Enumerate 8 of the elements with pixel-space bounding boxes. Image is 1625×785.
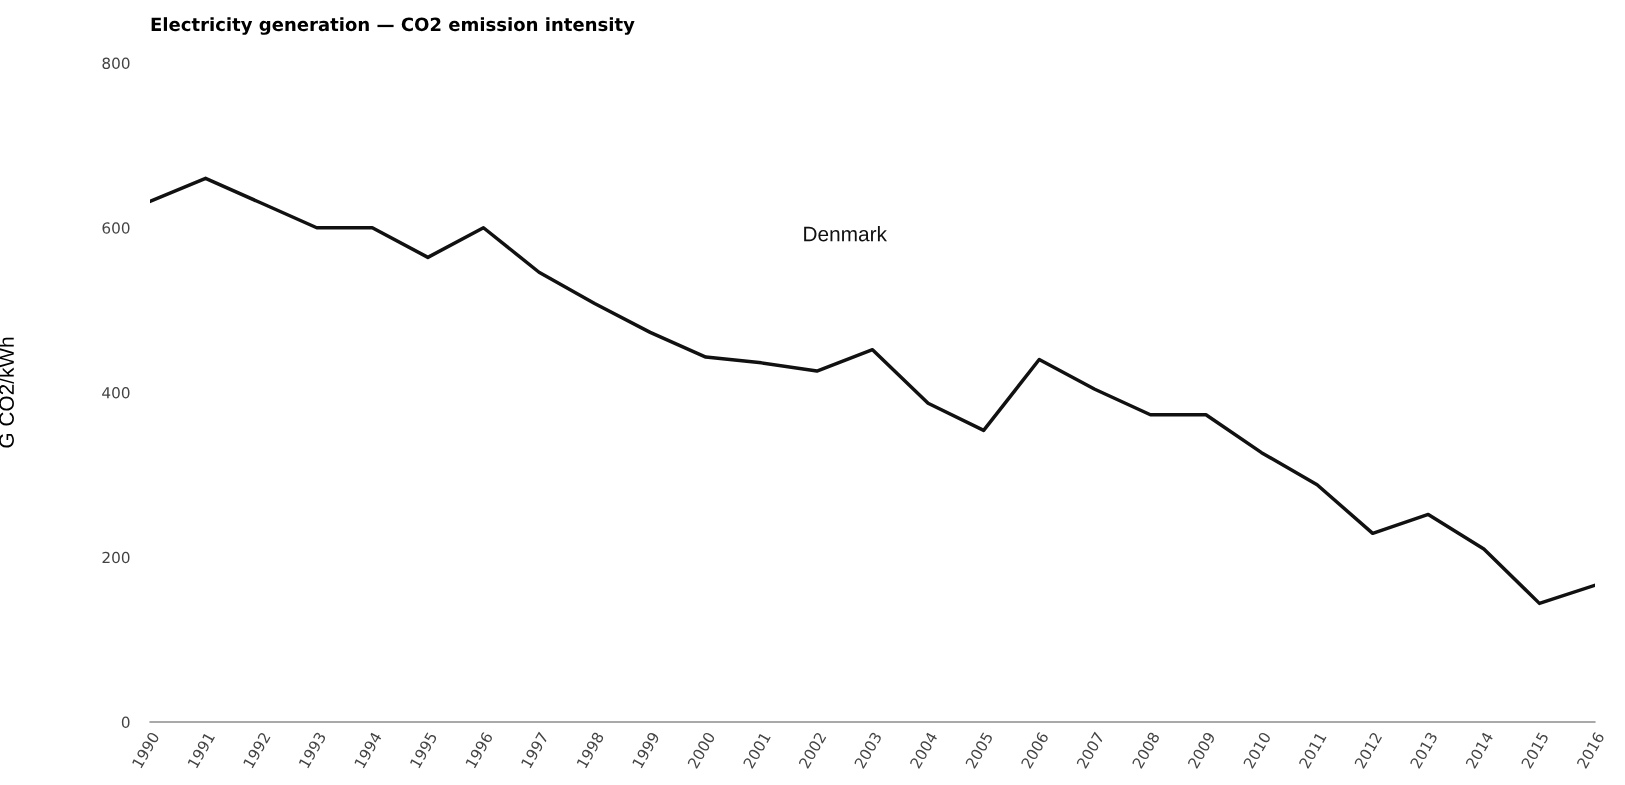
text: Denmark [804,226,887,242]
y-tick-label: 400 [102,386,130,399]
y-tick-label: 200 [102,551,130,564]
y-tick-label: 800 [102,57,130,70]
line-series [150,176,1595,606]
y-tick-label: 0 [121,716,130,729]
y-tick-label: 600 [102,222,130,234]
chart-title: Electricity generation — CO2 emission intensity [151,17,635,35]
